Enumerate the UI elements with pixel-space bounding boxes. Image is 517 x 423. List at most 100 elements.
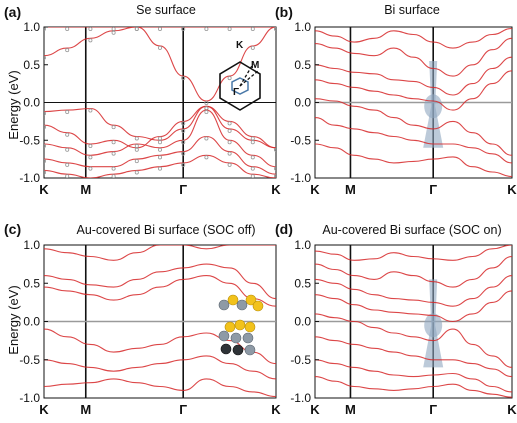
projected-state-marker [65,48,70,53]
panel-label-d: (d) [275,221,293,237]
panel-b: (b) Bi surface 1.00.50.0-0.5-1.0K M Γ K [275,3,517,197]
projected-state-marker [227,128,232,133]
projected-state-marker [227,76,232,81]
y-tick-label: 1.0 [294,20,311,34]
projected-state-marker [274,27,276,31]
band-group [315,245,512,398]
projected-state-marker [111,140,116,145]
band-line [315,336,512,378]
projected-state-marker [88,27,93,31]
projected-state-marker [250,155,255,160]
projected-state-marker [227,121,232,126]
projected-state-marker [88,144,93,149]
gamma-m-arrow [239,70,259,87]
y-tick-label: 0.0 [23,315,40,329]
x-tick-label: Γ [179,182,187,197]
band-line [44,27,276,57]
x-tick-label: Γ [429,402,437,417]
projected-state-marker [65,162,70,167]
band-group [44,245,276,398]
band-line [315,27,512,49]
projected-state-marker [181,27,186,31]
band-line [315,143,512,178]
y-tick-label: -0.5 [290,353,311,367]
panel-a: (a) Se surface Energy (eV) 1.0 0.5 0.0 -0.5… [4,3,281,197]
band-line [315,56,512,96]
band-line [44,355,276,380]
x-tick-label: K [310,402,320,417]
band-line [315,98,512,156]
projected-state-marker [250,166,255,171]
projected-state-marker [250,45,255,50]
projected-state-marker [44,159,46,164]
projected-state-marker [65,27,70,31]
plot-a: 1.00.50.0-0.5-1.0K M Γ K [19,20,281,197]
x-tick-label: K [507,182,517,197]
panel-d: (d) Au-covered Bi surface (SOC on) 1.0 0.… [275,221,517,417]
x-tick-label: Γ [179,402,187,417]
y-tick-label: -1.0 [290,171,311,185]
hexagon-outer [219,61,261,111]
projected-state-marker [65,132,70,137]
atom-au [227,294,239,306]
band-group [44,27,276,178]
projected-state-marker [204,106,209,111]
brillouin-zone-inset: K M Γ [219,40,261,111]
panel-label-c: (c) [4,221,21,237]
y-tick-label: -0.5 [19,353,40,367]
projected-state-marker [44,55,46,60]
gamma-k-arrow [239,63,254,87]
atom-bi [236,299,248,311]
projected-state-marker [157,147,162,152]
x-tick-label: K [39,402,49,417]
band-line [44,105,276,149]
x-tick-label: M [80,402,91,417]
band-line [315,37,512,77]
band-line [315,255,512,288]
projected-state-marker [181,151,186,156]
panel-title-b: Bi surface [384,3,440,17]
atom-au [224,321,236,333]
y-tick-label: 0.5 [23,276,40,290]
projected-state-marker [158,27,162,31]
projected-state-marker [111,151,116,156]
y-tick-label: 1.0 [294,238,311,252]
projected-state-marker [181,76,186,81]
y-tick-label: 0.5 [294,276,311,290]
band-line [44,263,276,300]
x-tick-label: K [271,182,281,197]
x-tick-label: K [39,182,49,197]
band-line [315,117,512,164]
band-line [44,275,276,307]
band-line [315,359,512,393]
projected-state-marker [250,27,255,31]
projected-state-marker [111,174,116,178]
projected-state-marker [157,136,162,141]
projected-state-marker [88,155,93,160]
projected-state-marker [134,159,139,164]
band-line [44,378,276,398]
x-tick-label: M [345,402,356,417]
projected-state-marker [157,166,162,171]
dirac-point-highlight [424,313,443,338]
projected-state-marker [88,108,93,113]
y-tick-label: 0.0 [23,96,40,110]
y-tick-label: 1.0 [23,20,40,34]
y-tick-label: -1.0 [19,171,40,185]
panel-label-a: (a) [4,4,21,20]
y-axis-label-c: Energy (eV) [6,285,21,354]
dirac-point-highlight [424,94,443,119]
projected-state-marker [181,121,186,126]
x-tick-label: K [310,182,320,197]
x-tick-label: Γ [429,182,437,197]
y-tick-label: 0.5 [294,58,311,72]
projected-state-marker [44,144,46,149]
atom-bi [242,332,254,344]
projected-state-marker [88,38,93,43]
panel-title-c: Au-covered Bi surface (SOC off) [76,223,255,237]
panel-c: (c) Au-covered Bi surface (SOC off) Ener… [4,221,281,417]
projected-state-marker [181,162,186,167]
band-line [315,290,512,323]
y-tick-label: 0.0 [294,96,311,110]
